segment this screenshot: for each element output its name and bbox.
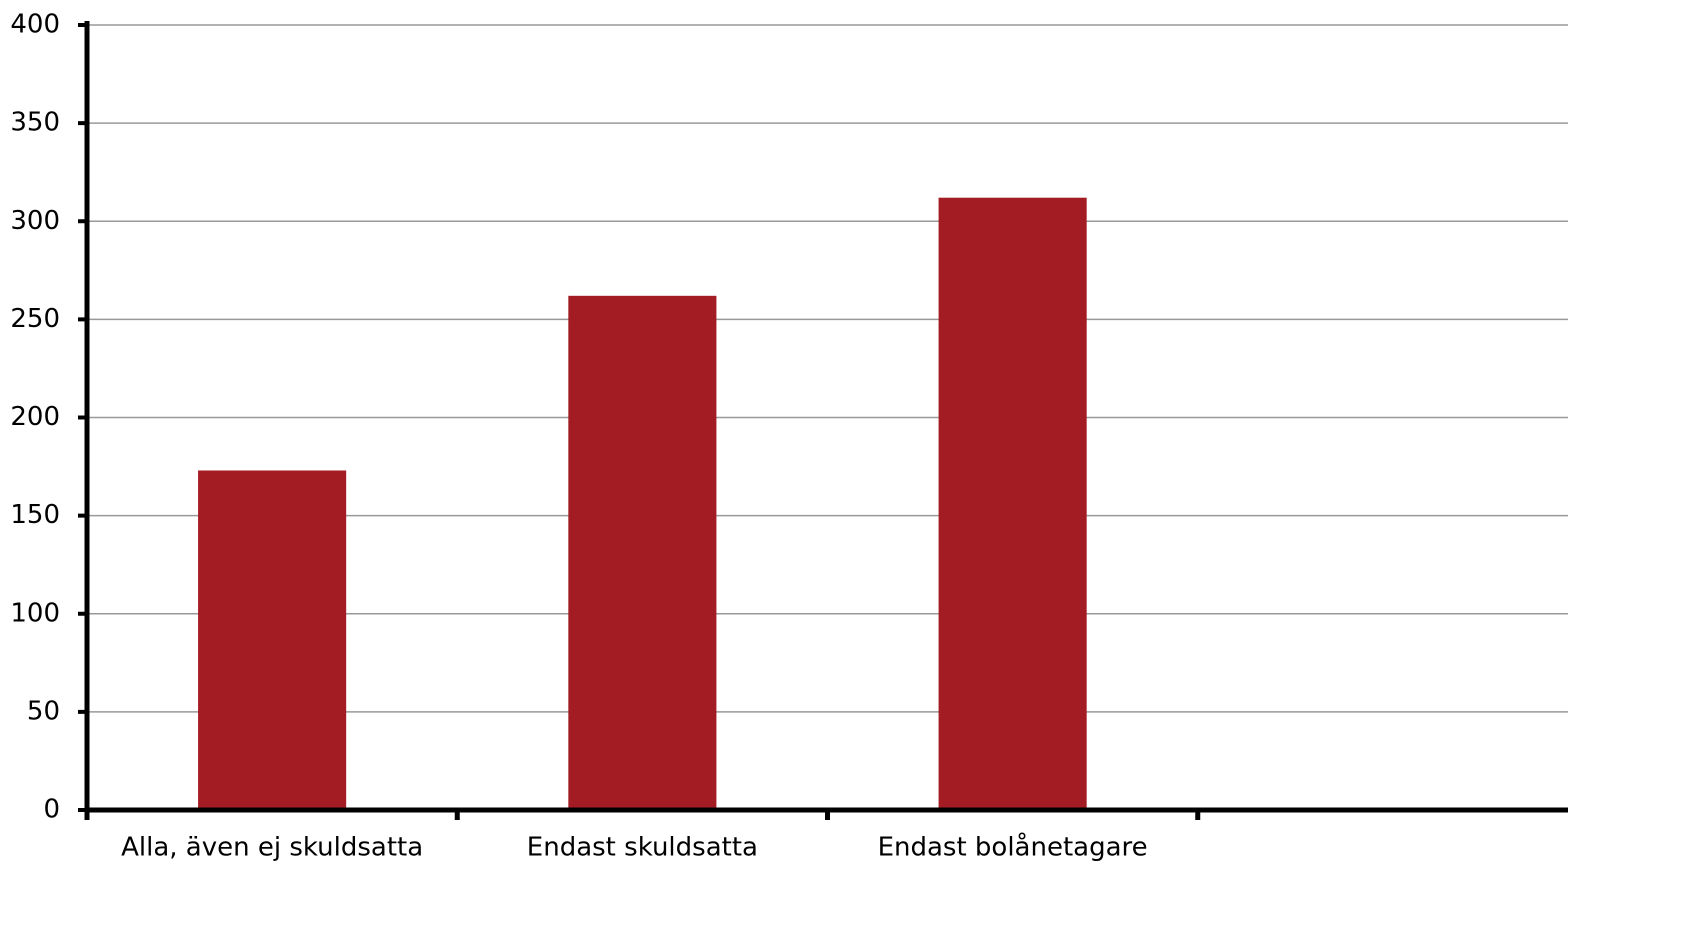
y-tick-label: 150 <box>10 500 60 530</box>
x-tick-label: Endast bolånetagare <box>878 832 1148 863</box>
bar <box>198 470 347 810</box>
x-tick-label: Alla, även ej skuldsatta <box>121 833 423 863</box>
y-tick-label: 50 <box>27 696 60 726</box>
y-tick-label: 350 <box>10 108 60 138</box>
bar <box>938 197 1087 810</box>
y-tick-label: 200 <box>10 402 60 432</box>
x-tick-label: Endast skuldsatta <box>527 833 758 863</box>
y-tick-label: 0 <box>43 795 60 825</box>
y-tick-label: 400 <box>10 10 60 40</box>
bar <box>568 295 717 810</box>
y-tick-label: 250 <box>10 304 60 334</box>
y-tick-label: 300 <box>10 206 60 236</box>
y-tick-label: 100 <box>10 598 60 628</box>
